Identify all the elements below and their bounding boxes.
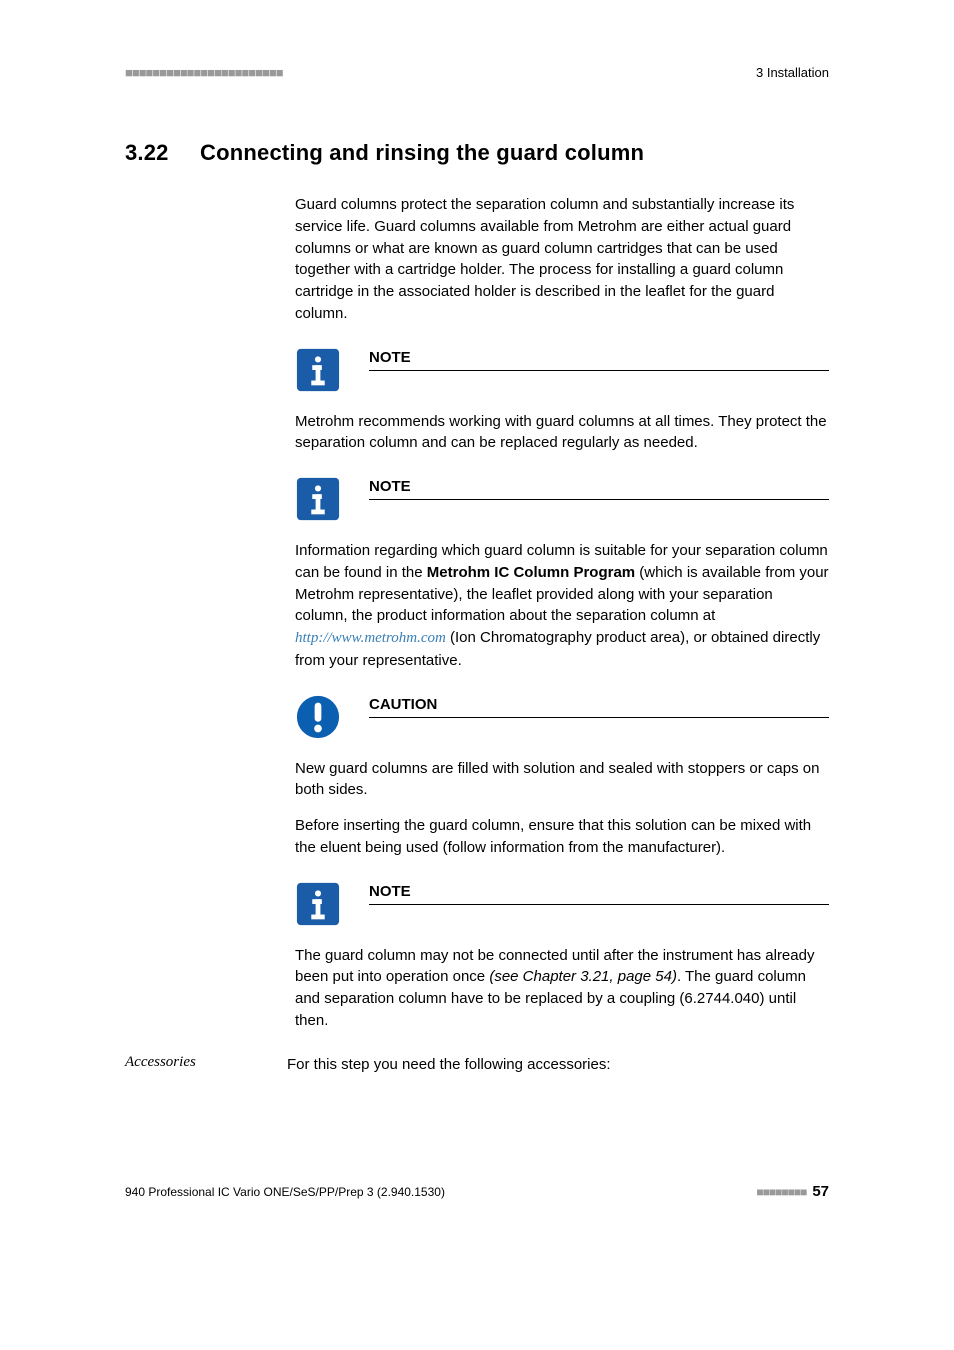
intro-paragraph: Guard columns protect the separation col…	[295, 194, 829, 325]
notice-text: Metrohm recommends working with guard co…	[295, 411, 829, 455]
page-header: ■■■■■■■■■■■■■■■■■■■■■■■ 3 Installation	[125, 65, 829, 80]
header-ornament-left: ■■■■■■■■■■■■■■■■■■■■■■■	[125, 65, 283, 80]
footer-doc-ref: 940 Professional IC Vario ONE/SeS/PP/Pre…	[125, 1185, 445, 1199]
info-icon	[295, 881, 341, 927]
notice-text: Information regarding which guard column…	[295, 540, 829, 672]
notice-label: NOTE	[369, 883, 829, 905]
page-number: 57	[812, 1183, 829, 1200]
caution-icon	[295, 694, 341, 740]
notice-caution: CAUTION New guard columns are filled wit…	[295, 694, 829, 859]
section-title: Connecting and rinsing the guard column	[200, 140, 644, 166]
accessories-label: Accessories	[117, 1054, 287, 1076]
notice-body: The guard column may not be connected un…	[295, 945, 829, 1032]
accessories-row: Accessories For this step you need the f…	[125, 1054, 829, 1076]
notice-body: Metrohm recommends working with guard co…	[295, 411, 829, 455]
accessories-text: For this step you need the following acc…	[287, 1054, 611, 1076]
notice-note-2: NOTE Information regarding which guard c…	[295, 476, 829, 672]
notice-note-3: NOTE The guard column may not be connect…	[295, 881, 829, 1032]
section-heading: 3.22 Connecting and rinsing the guard co…	[125, 140, 829, 166]
info-icon	[295, 347, 341, 393]
notice-label: NOTE	[369, 478, 829, 500]
section-number: 3.22	[125, 140, 200, 166]
page-footer: 940 Professional IC Vario ONE/SeS/PP/Pre…	[125, 1183, 829, 1200]
cross-reference: (see Chapter 3.21, page 54)	[489, 968, 677, 985]
notice-label: NOTE	[369, 349, 829, 371]
header-chapter-ref: 3 Installation	[756, 65, 829, 80]
notice-text: The guard column may not be connected un…	[295, 945, 829, 1032]
notice-text-1: New guard columns are filled with soluti…	[295, 758, 829, 802]
footer-ornament: ■■■■■■■■	[756, 1185, 806, 1199]
notice-text-2: Before inserting the guard column, ensur…	[295, 815, 829, 859]
notice-note-1: NOTE Metrohm recommends working with gua…	[295, 347, 829, 455]
notice-label: CAUTION	[369, 696, 829, 718]
notice-body: Information regarding which guard column…	[295, 540, 829, 672]
url-link[interactable]: http://www.metrohm.com	[295, 630, 446, 646]
info-icon	[295, 476, 341, 522]
notice-body: New guard columns are filled with soluti…	[295, 758, 829, 859]
bold-text: Metrohm IC Column Program	[427, 564, 635, 581]
